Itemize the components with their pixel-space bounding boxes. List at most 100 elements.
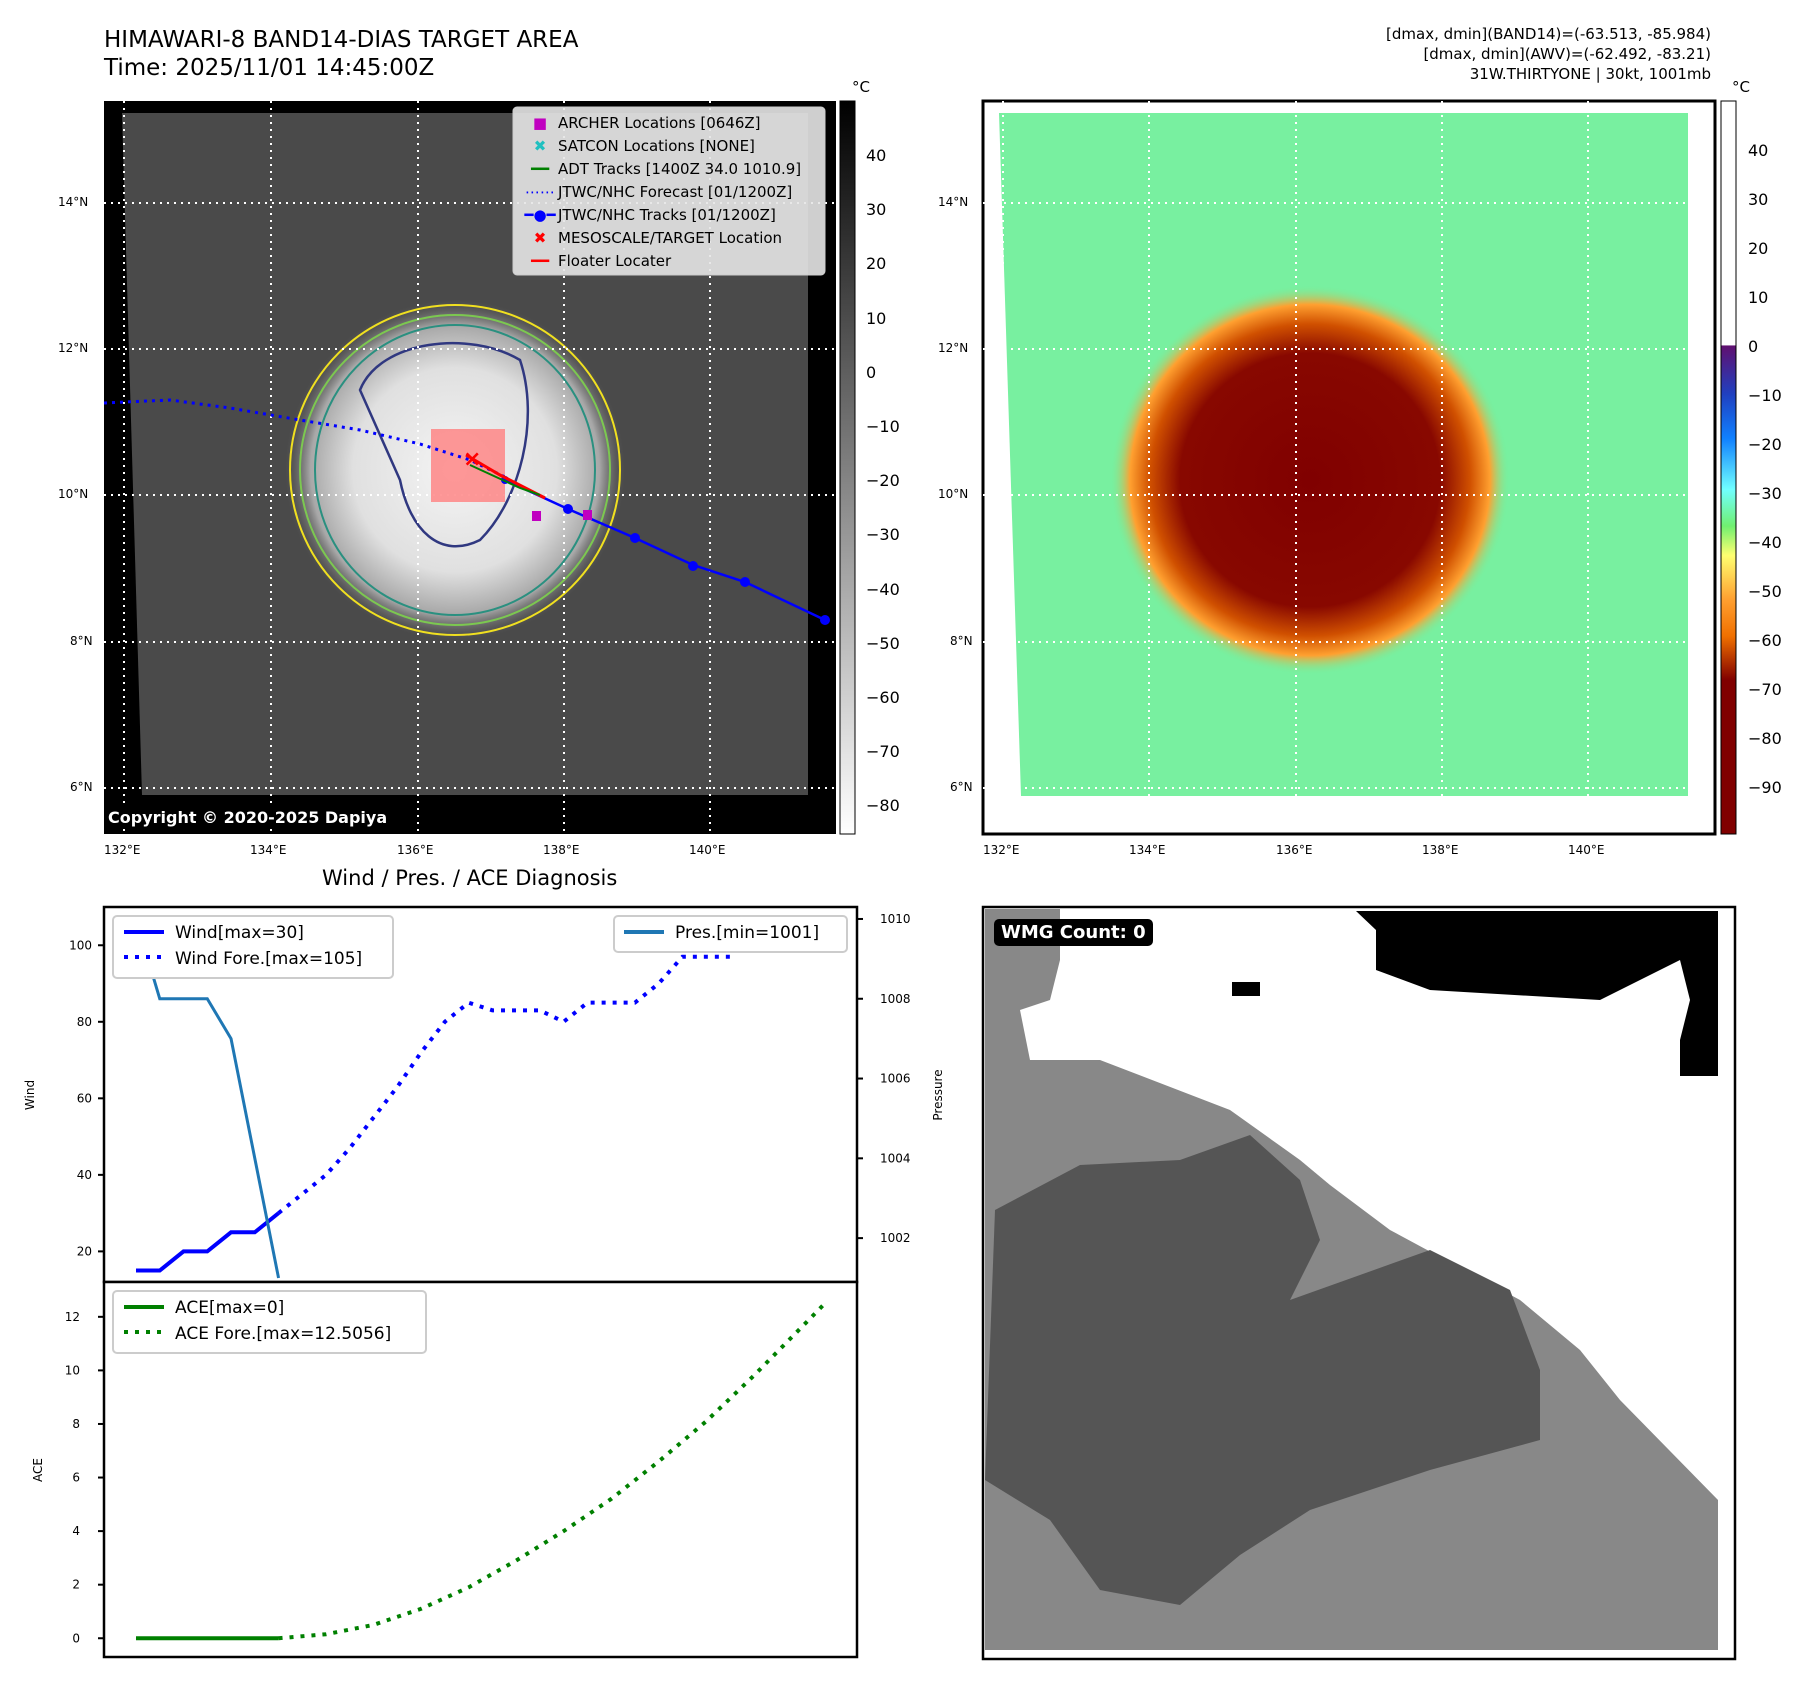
ir-colorbar-unit: °C xyxy=(852,78,870,96)
storm-meta: [dmax, dmin](BAND14)=(-63.513, -85.984) … xyxy=(1386,24,1711,84)
ir-lon-tick: 140°E xyxy=(689,843,726,857)
wind-ylabel: Wind xyxy=(23,1080,37,1110)
ir-lat-tick: 6°N xyxy=(70,780,93,794)
ir-colorbar-tick: 10 xyxy=(866,308,887,328)
awv-colorbar-tick: −50 xyxy=(1748,582,1782,601)
awv-colorbar-tick: −40 xyxy=(1748,533,1782,552)
ir-colorbar-tick: 20 xyxy=(866,254,887,274)
diagnosis-title: Wind / Pres. / ACE Diagnosis xyxy=(322,866,618,890)
awv-lon-tick: 136°E xyxy=(1276,843,1313,857)
awv-lon-tick: 132°E xyxy=(983,843,1020,857)
wind-ytick-label: 20 xyxy=(77,1244,92,1258)
awv-storm-core xyxy=(1110,285,1510,675)
awv-colorbar-unit: °C xyxy=(1732,78,1750,96)
wmg-black-cell xyxy=(1232,982,1260,996)
ir-legend-entries: ■ ARCHER Locations [0646Z] ✖ SATCON Locati… xyxy=(522,112,801,273)
wmg-count-badge: WMG Count: 0 xyxy=(994,919,1153,946)
awv-lon-tick: 134°E xyxy=(1129,843,1166,857)
wmg-black-region xyxy=(1356,911,1718,1076)
ir-lon-tick: 134°E xyxy=(250,843,287,857)
pressure-ytick-label: 1010 xyxy=(880,912,911,926)
ir-lon-tick: 136°E xyxy=(397,843,434,857)
pres-legend: Pres.[min=1001] xyxy=(613,915,848,953)
contour-64 xyxy=(358,341,530,548)
legend-jtwc-tracks: ━●━ JTWC/NHC Tracks [01/1200Z] xyxy=(524,206,776,224)
contour-53 xyxy=(314,324,596,616)
awv-colorbar-tick: −10 xyxy=(1748,386,1782,405)
ir-colorbar-tick: 30 xyxy=(866,200,887,220)
wind-legend: Wind[max=30] Wind Fore.[max=105] xyxy=(112,915,394,979)
ace-ylabel: ACE xyxy=(31,1458,45,1482)
wmg-dark-gray-region xyxy=(985,1135,1540,1605)
wind-ytick-label: 100 xyxy=(69,938,92,952)
awv-lon-tick: 140°E xyxy=(1568,843,1605,857)
wind-ytick-label: 40 xyxy=(77,1168,92,1182)
awv-lon-tick: 138°E xyxy=(1422,843,1459,857)
floater-locator-line xyxy=(465,453,546,500)
ir-colorbar-tick: −40 xyxy=(866,579,900,599)
ir-lat-tick: 8°N xyxy=(70,634,93,648)
pressure-ylabel: Pressure xyxy=(931,1069,945,1120)
figure-time: Time: 2025/11/01 14:45:00Z xyxy=(104,55,435,81)
ace-ytick-label: 0 xyxy=(72,1631,80,1645)
awv-lat-tick: 10°N xyxy=(938,487,969,501)
contour-42 xyxy=(299,314,611,626)
legend-wind-fore: Wind Fore.[max=105] xyxy=(175,949,362,969)
ir-colorbar-tick: −60 xyxy=(866,688,900,707)
pressure-ytick-label: 1002 xyxy=(880,1231,911,1245)
ir-colorbar-tick: −50 xyxy=(866,633,900,653)
jtwc-best-track xyxy=(504,478,826,622)
ir-lon-tick: 132°E xyxy=(104,843,141,857)
legend-floater: ━━ Floater Locater xyxy=(530,252,672,270)
awv-colorbar-tick: −30 xyxy=(1748,484,1782,503)
awv-lat-tick: 12°N xyxy=(938,341,969,355)
copyright-label: Copyright © 2020-2025 Dapiya xyxy=(104,806,392,829)
ir-map-legend xyxy=(512,106,826,276)
ace-ytick-label: 8 xyxy=(72,1417,80,1431)
jtwc-track-points xyxy=(501,476,830,625)
meta-band14: [dmax, dmin](BAND14)=(-63.513, -85.984) xyxy=(1386,25,1711,43)
ir-lat-tick: 12°N xyxy=(58,341,89,355)
ace-ytick-label: 2 xyxy=(72,1578,80,1592)
legend-jtwc-forecast: ⋯⋯ JTWC/NHC Forecast [01/1200Z] xyxy=(525,183,793,201)
legend-satcon: ✖ SATCON Locations [NONE] xyxy=(533,137,755,155)
ir-map-panel: × xyxy=(103,100,856,835)
legend-adt: ━━ ADT Tracks [1400Z 34.0 1010.9] xyxy=(530,160,802,178)
pressure-ytick-label: 1006 xyxy=(880,1072,911,1086)
ace-ytick-label: 12 xyxy=(65,1310,80,1324)
awv-colorbar-tick: 10 xyxy=(1748,288,1769,307)
ir-colorbar-tick: 0 xyxy=(866,362,877,382)
ir-lat-tick: 10°N xyxy=(58,487,89,501)
awv-colorbar-tick: −90 xyxy=(1748,778,1782,797)
ir-colorbar-tick: 40 xyxy=(866,146,887,165)
meta-storm: 31W.THIRTYONE | 30kt, 1001mb xyxy=(1469,65,1711,83)
ir-lat-tick: 14°N xyxy=(58,195,89,209)
ace-legend: ACE[max=0] ACE Fore.[max=12.5056] xyxy=(112,1290,427,1354)
figure-title-block: HIMAWARI-8 BAND14-DIAS TARGET AREA Time:… xyxy=(104,26,578,82)
legend-wind: Wind[max=30] xyxy=(175,923,304,943)
pressure-ytick-label: 1004 xyxy=(880,1151,911,1165)
ir-colorbar-tick: −10 xyxy=(866,417,900,436)
legend-archer: ■ ARCHER Locations [0646Z] xyxy=(532,114,761,132)
contour-31 xyxy=(289,304,621,636)
awv-colorbar-tick: 0 xyxy=(1748,337,1759,356)
diagnosis-charts: 20 40 60 80 100 1002 1004 1006 1008 1010 0 2 4 6 8 10 12… xyxy=(23,905,945,1659)
ace-ytick-label: 6 xyxy=(72,1471,80,1485)
ace-ytick-label: 4 xyxy=(72,1524,80,1538)
awv-lat-tick: 8°N xyxy=(950,634,973,648)
ir-colorbar xyxy=(839,100,856,835)
meta-awv: [dmax, dmin](AWV)=(-62.492, -83.21) xyxy=(1423,45,1711,63)
archer-marker xyxy=(583,510,592,520)
ir-lon-tick: 138°E xyxy=(543,843,580,857)
ir-colorbar-tick: −70 xyxy=(866,742,900,762)
awv-colorbar-tick: −20 xyxy=(1748,435,1782,454)
awv-colorbar-tick: −60 xyxy=(1748,631,1782,650)
legend-mesoscale: ✖ MESOSCALE/TARGET Location xyxy=(533,229,783,247)
legend-pres: Pres.[min=1001] xyxy=(675,923,819,943)
ir-colorbar-tick: −20 xyxy=(866,471,900,491)
wind-ytick-label: 60 xyxy=(77,1091,92,1105)
awv-colorbar-tick: 20 xyxy=(1748,239,1769,258)
legend-ace-fore: ACE Fore.[max=12.5056] xyxy=(175,1324,391,1344)
floater-box xyxy=(431,429,505,502)
